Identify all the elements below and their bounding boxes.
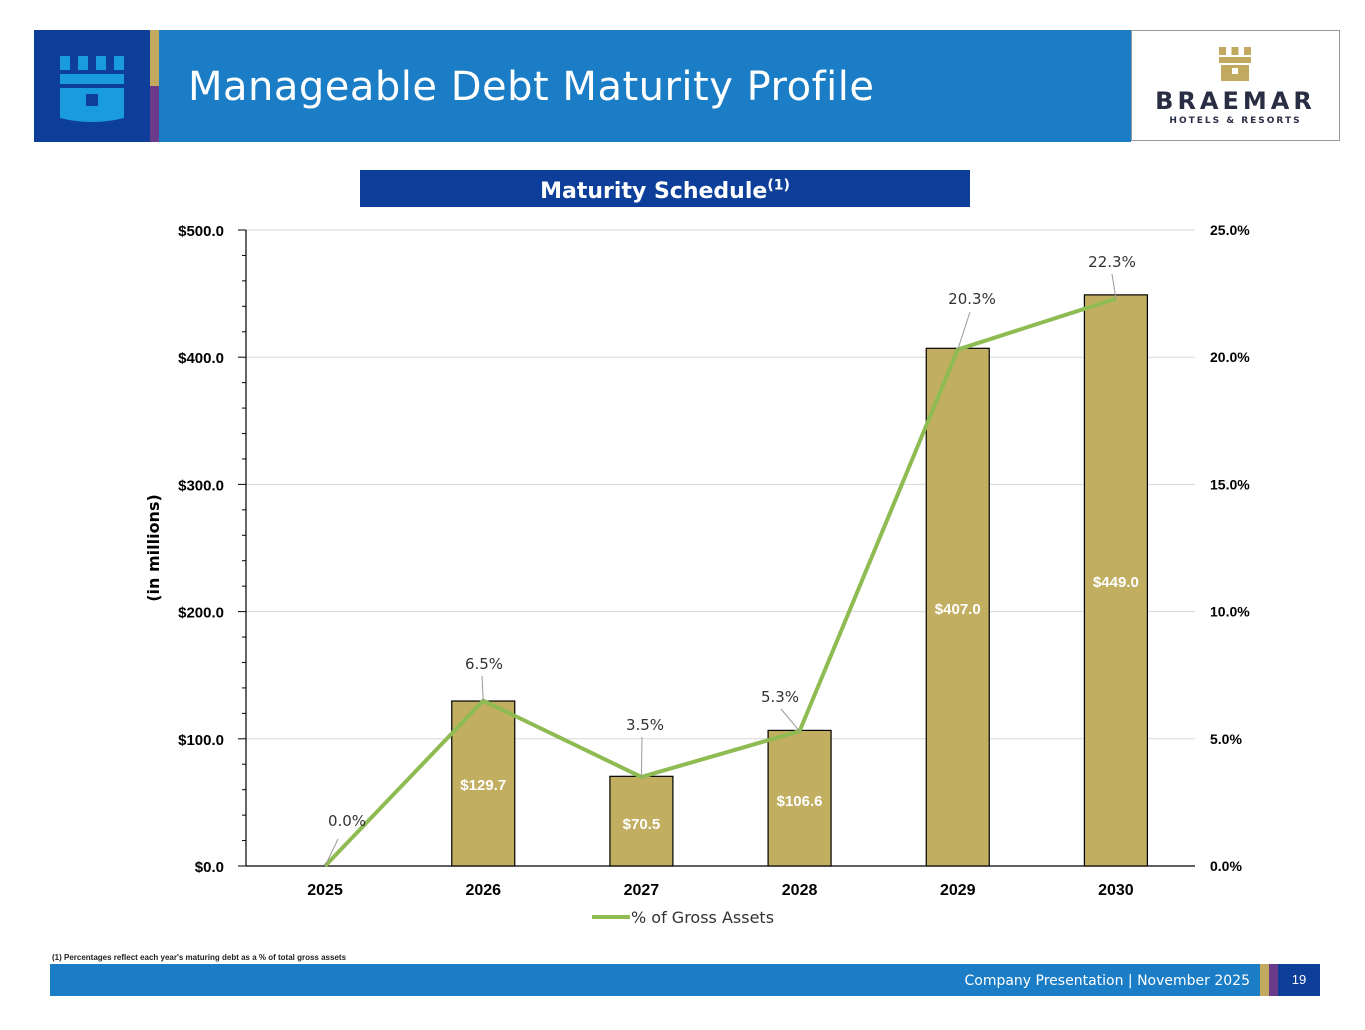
y2-tick-label: 10.0% <box>1210 604 1250 620</box>
line-data-label: 20.3% <box>948 290 996 308</box>
bar-data-label: $407.0 <box>935 601 981 618</box>
footnote: (1) Percentages reflect each year's matu… <box>52 953 347 962</box>
y2-tick-label: 20.0% <box>1210 349 1250 365</box>
legend-label: % of Gross Assets <box>631 908 774 927</box>
data-label-leader <box>324 838 339 867</box>
footer-stripe-gold <box>1260 964 1269 996</box>
logo-box <box>34 30 150 142</box>
bar <box>767 729 832 867</box>
castle-tower-icon <box>60 56 124 122</box>
y2-tick-label: 15.0% <box>1210 476 1250 492</box>
header-stripe-gold <box>150 30 159 86</box>
y2-tick-label: 5.0% <box>1210 731 1242 747</box>
y-tick-label: $500.0 <box>178 223 224 240</box>
line-data-label: 0.0% <box>328 812 366 830</box>
footer-bar: Company Presentation | November 2025 <box>50 964 1260 996</box>
x-tick-label: 2026 <box>465 882 501 899</box>
brand-logo: BRAEMAR HOTELS & RESORTS <box>1131 30 1340 141</box>
line-data-label: 22.3% <box>1088 253 1136 271</box>
data-label-leader <box>957 311 971 350</box>
chart-title: Maturity Schedule(1) <box>360 170 970 207</box>
series-line-gross-assets <box>323 296 1117 868</box>
x-tick-label: 2030 <box>1098 882 1134 899</box>
data-label-leader <box>1111 273 1117 299</box>
brand-subtitle: HOTELS & RESORTS <box>1169 116 1302 126</box>
bar <box>925 347 990 867</box>
line-data-label: 6.5% <box>465 655 503 673</box>
bar-data-label: $106.6 <box>777 793 823 810</box>
bar-data-label: $449.0 <box>1093 574 1139 591</box>
x-tick-label: 2029 <box>940 882 976 899</box>
y-tick-label: $400.0 <box>178 350 224 367</box>
chart-title-footnote-mark: (1) <box>767 177 790 194</box>
header-stripe-purple <box>150 86 159 142</box>
data-label-leader <box>640 736 643 777</box>
y-tick-label: $0.0 <box>195 859 224 876</box>
header-bar <box>34 30 1131 142</box>
x-tick-label: 2027 <box>624 882 660 899</box>
chart-title-text: Maturity Schedule <box>540 179 768 204</box>
y2-tick-label: 25.0% <box>1210 222 1250 238</box>
brand-tower-icon <box>1219 47 1251 81</box>
y-axis-label: (in millions) <box>144 494 163 602</box>
data-label-leader <box>780 708 800 732</box>
line-data-label: 3.5% <box>626 716 664 734</box>
data-label-leader <box>481 675 484 701</box>
footer-stripe-purple <box>1269 964 1278 996</box>
x-tick-label: 2025 <box>307 882 343 899</box>
y-tick-label: $100.0 <box>178 732 224 749</box>
x-tick-label: 2028 <box>782 882 818 899</box>
bar <box>1083 294 1149 867</box>
page-number: 19 <box>1278 964 1320 996</box>
bar-data-label: $70.5 <box>623 816 661 833</box>
line-data-label: 5.3% <box>761 688 799 706</box>
brand-name: BRAEMAR <box>1155 87 1316 115</box>
y-tick-label: $300.0 <box>178 477 224 494</box>
footer-text: Company Presentation | November 2025 <box>964 973 1250 989</box>
bar-data-label: $129.7 <box>460 777 506 794</box>
y-tick-label: $200.0 <box>178 605 224 622</box>
y2-tick-label: 0.0% <box>1210 858 1242 874</box>
page-title: Manageable Debt Maturity Profile <box>188 64 875 110</box>
